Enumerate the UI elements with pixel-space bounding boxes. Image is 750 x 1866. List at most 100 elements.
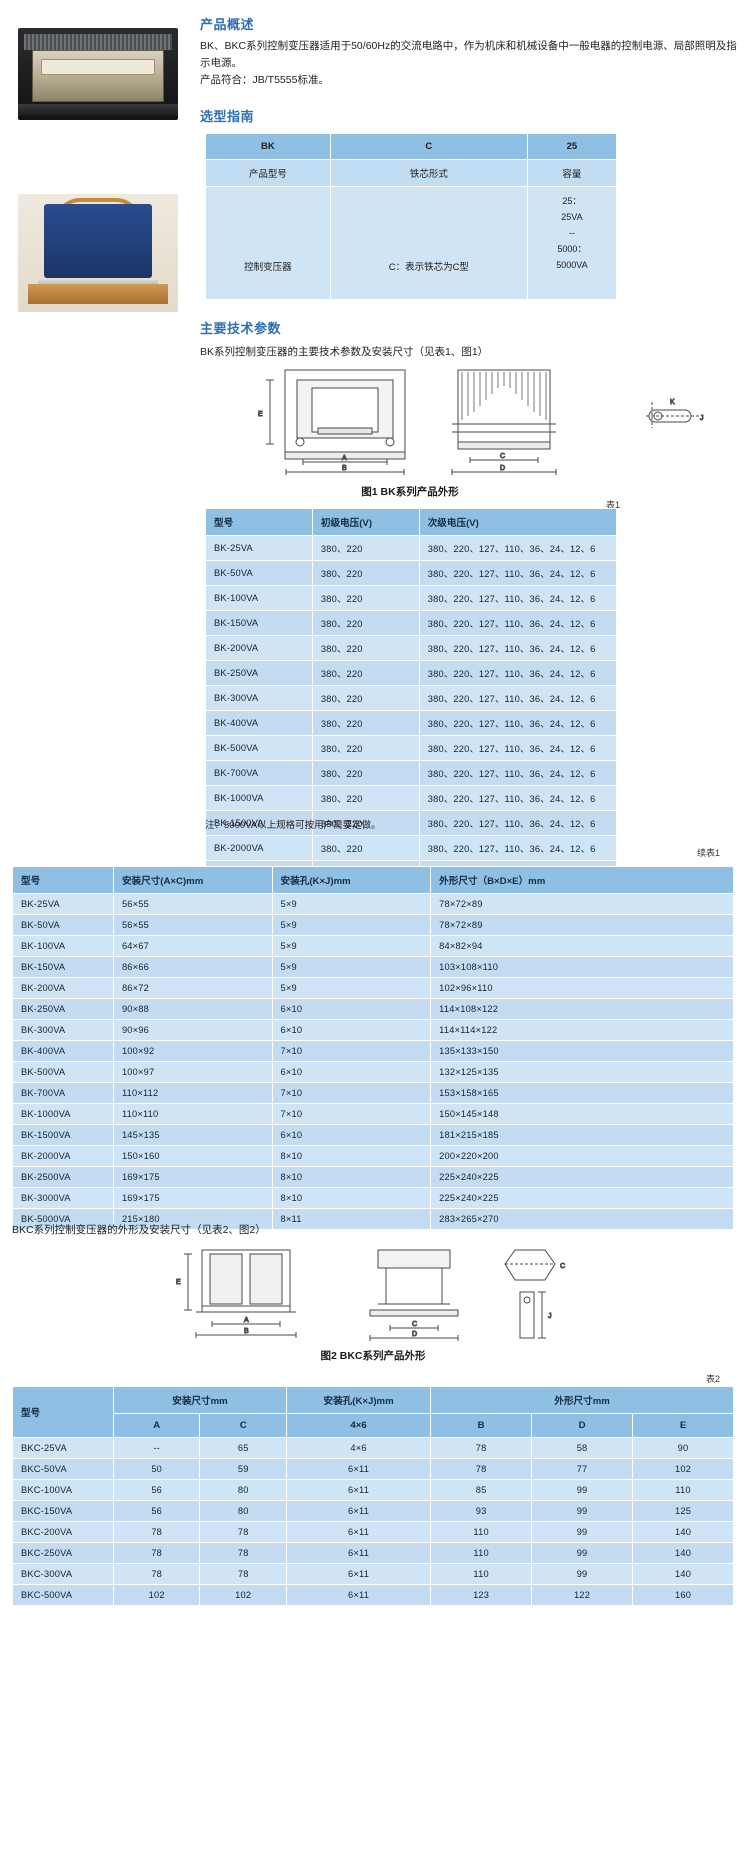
table-cell: 169×175	[112, 1166, 273, 1188]
table-cell: BK-1500VA	[12, 1124, 114, 1146]
th-outline-size: 外形尺寸（B×D×E）mm	[430, 866, 734, 894]
table-row: BK-300VA 90×96 6×10 114×114×122	[12, 1019, 734, 1041]
guide-head-bk: BK	[205, 133, 331, 160]
th-model: 型号	[205, 508, 313, 536]
table-cell: 380、220、127、110、36、24、12、6	[418, 785, 618, 811]
guide-sub-capacity: 容量	[526, 159, 618, 187]
table-cell: 6×11	[285, 1542, 432, 1564]
table-row: A C 4×6 B D E	[13, 1413, 734, 1438]
table-cell: 225×240×225	[430, 1166, 734, 1188]
table-cell: 86×72	[112, 977, 273, 999]
table-cell: 114×114×122	[430, 1019, 734, 1041]
transformer-core	[44, 204, 152, 278]
table-cell: 78	[430, 1458, 533, 1480]
table-row: BK-2000VA 150×160 8×10 200×220×200	[12, 1145, 734, 1167]
th-outline-size: 外形尺寸mm	[430, 1386, 734, 1414]
table-cell: 110	[430, 1563, 533, 1585]
table-row: BK-150VA 380、220 380、220、127、110、36、24、12、…	[205, 610, 618, 636]
capacity-line-1: 25：	[562, 196, 582, 206]
th-mounting-size: 安装尺寸mm	[112, 1386, 287, 1414]
table-cell: 6×10	[271, 1019, 432, 1041]
table-cell: 56×55	[112, 893, 273, 915]
th-sub-d: D	[531, 1413, 634, 1438]
table-row: BKC-100VA 56 80 6×11 85 99 110	[12, 1479, 734, 1501]
table-cell: BK-2000VA	[205, 835, 313, 861]
bkc-outline-svg: E A B C D C J	[176, 1249, 566, 1341]
table-cell: 78	[199, 1542, 287, 1564]
table-cell: 200×220×200	[430, 1145, 734, 1167]
table-cell: 6×11	[285, 1458, 432, 1480]
guide-body-row: 控制变压器 C：表示铁芯为C型 25： 25VA -- 5000： 5000VA	[205, 186, 618, 300]
table-row: BK-5000VA 215×180 8×11 283×265×270	[12, 1208, 734, 1230]
table-cell: 135×133×150	[430, 1040, 734, 1062]
table-cell: 110×112	[112, 1082, 273, 1104]
bkc-subtitle: BKC系列控制变压器的外形及安装尺寸（见表2、图2）	[12, 1224, 266, 1236]
table-cell: 380、220	[311, 535, 420, 561]
table-cell: 380、220	[311, 685, 420, 711]
guide-body-core: C：表示铁芯为C型	[329, 186, 528, 300]
th-sub-b: B	[430, 1413, 533, 1438]
bk-outline-svg: E A B C D	[258, 369, 704, 475]
tech-params-subtitle: BK系列控制变压器的主要技术参数及安装尺寸（见表1、图1）	[200, 346, 489, 358]
figure-1-caption: 图1 BK系列产品外形	[361, 486, 459, 498]
svg-text:A: A	[342, 455, 347, 462]
selection-guide-table: BK C 25 产品型号 铁芯形式 容量 控制变压器 C：表示铁芯为C型 25：…	[205, 133, 618, 300]
table-row: BK-100VA 64×67 5×9 84×82×94	[12, 935, 734, 957]
table-cell: 7×10	[271, 1040, 432, 1062]
table-cell: BK-50VA	[205, 560, 313, 586]
table-row: BK-700VA 380、220 380、220、127、110、36、24、12、…	[205, 760, 618, 786]
table-2-bk-dimensions: 型号 安装尺寸(A×C)mm 安装孔(K×J)mm 外形尺寸（B×D×E）mm …	[12, 866, 734, 1230]
table-row: BK-250VA 380、220 380、220、127、110、36、24、12、…	[205, 660, 618, 686]
table-cell: 102	[199, 1584, 287, 1606]
table-cell: --	[112, 1437, 201, 1459]
table-cell: 56	[112, 1500, 201, 1522]
table-row: BKC-200VA 78 78 6×11 110 99 140	[12, 1521, 734, 1543]
table-row: BK-25VA 56×55 5×9 78×72×89	[12, 893, 734, 915]
table-cell: 6×11	[285, 1521, 432, 1543]
overview-title: 产品概述	[200, 17, 255, 32]
table-cell: 8×10	[271, 1145, 432, 1167]
table-cell: 283×265×270	[430, 1208, 734, 1230]
table-row: 型号 安装尺寸(A×C)mm 安装孔(K×J)mm 外形尺寸（B×D×E）mm	[12, 866, 734, 894]
table-cell: 110	[430, 1521, 533, 1543]
table-row: BKC-250VA 78 78 6×11 110 99 140	[12, 1542, 734, 1564]
table-row: BK-1500VA 380、220 380、220、127、110、36、24、12…	[205, 810, 618, 836]
table-cell: 380、220	[311, 635, 420, 661]
table-cell: 380、220、127、110、36、24、12、6	[418, 610, 618, 636]
table-cell: 99	[531, 1500, 634, 1522]
table-cell: BK-50VA	[12, 914, 114, 936]
table-cell: 100×92	[112, 1040, 273, 1062]
th-sub-a: A	[112, 1413, 201, 1438]
table-cell: 145×135	[112, 1124, 273, 1146]
th-sub-c: C	[199, 1413, 287, 1438]
table-cell: BK-500VA	[205, 735, 313, 761]
table-cell: 78	[112, 1563, 201, 1585]
table-cell: 380、220	[311, 610, 420, 636]
table-cell: BK-25VA	[205, 535, 313, 561]
table-cell: 59	[199, 1458, 287, 1480]
table-row: BK-250VA 90×88 6×10 114×108×122	[12, 998, 734, 1020]
table-cell: 380、220、127、110、36、24、12、6	[418, 735, 618, 761]
table-cell: 6×11	[285, 1563, 432, 1585]
table-cell: BK-1500VA	[205, 810, 313, 836]
table-cell: BK-150VA	[12, 956, 114, 978]
table-cell: 102	[632, 1458, 734, 1480]
guide-head-25: 25	[526, 133, 618, 160]
th-sub-hole: 4×6	[285, 1413, 432, 1438]
table-cell: 380、220	[311, 660, 420, 686]
table-cell: 110×110	[112, 1103, 273, 1125]
table-row: BK-100VA 380、220 380、220、127、110、36、24、12、…	[205, 585, 618, 611]
table-row: BK-500VA 100×97 6×10 132×125×135	[12, 1061, 734, 1083]
table-cell: 380、220	[311, 560, 420, 586]
table-cell: 78	[430, 1437, 533, 1459]
table-cell: 380、220、127、110、36、24、12、6	[418, 660, 618, 686]
capacity-line-5: 5000VA	[556, 260, 588, 270]
th-sub-e: E	[632, 1413, 734, 1438]
svg-text:D: D	[500, 465, 505, 472]
table-cell: BK-200VA	[12, 977, 114, 999]
table-row: BK-1000VA 110×110 7×10 150×145×148	[12, 1103, 734, 1125]
table-cell: BKC-500VA	[12, 1584, 114, 1606]
table-row: BK-700VA 110×112 7×10 153×158×165	[12, 1082, 734, 1104]
table-2-body: BK-25VA 56×55 5×9 78×72×89 BK-50VA 56×55 5×9 78…	[12, 893, 734, 1230]
table-cell: 380、220	[311, 585, 420, 611]
